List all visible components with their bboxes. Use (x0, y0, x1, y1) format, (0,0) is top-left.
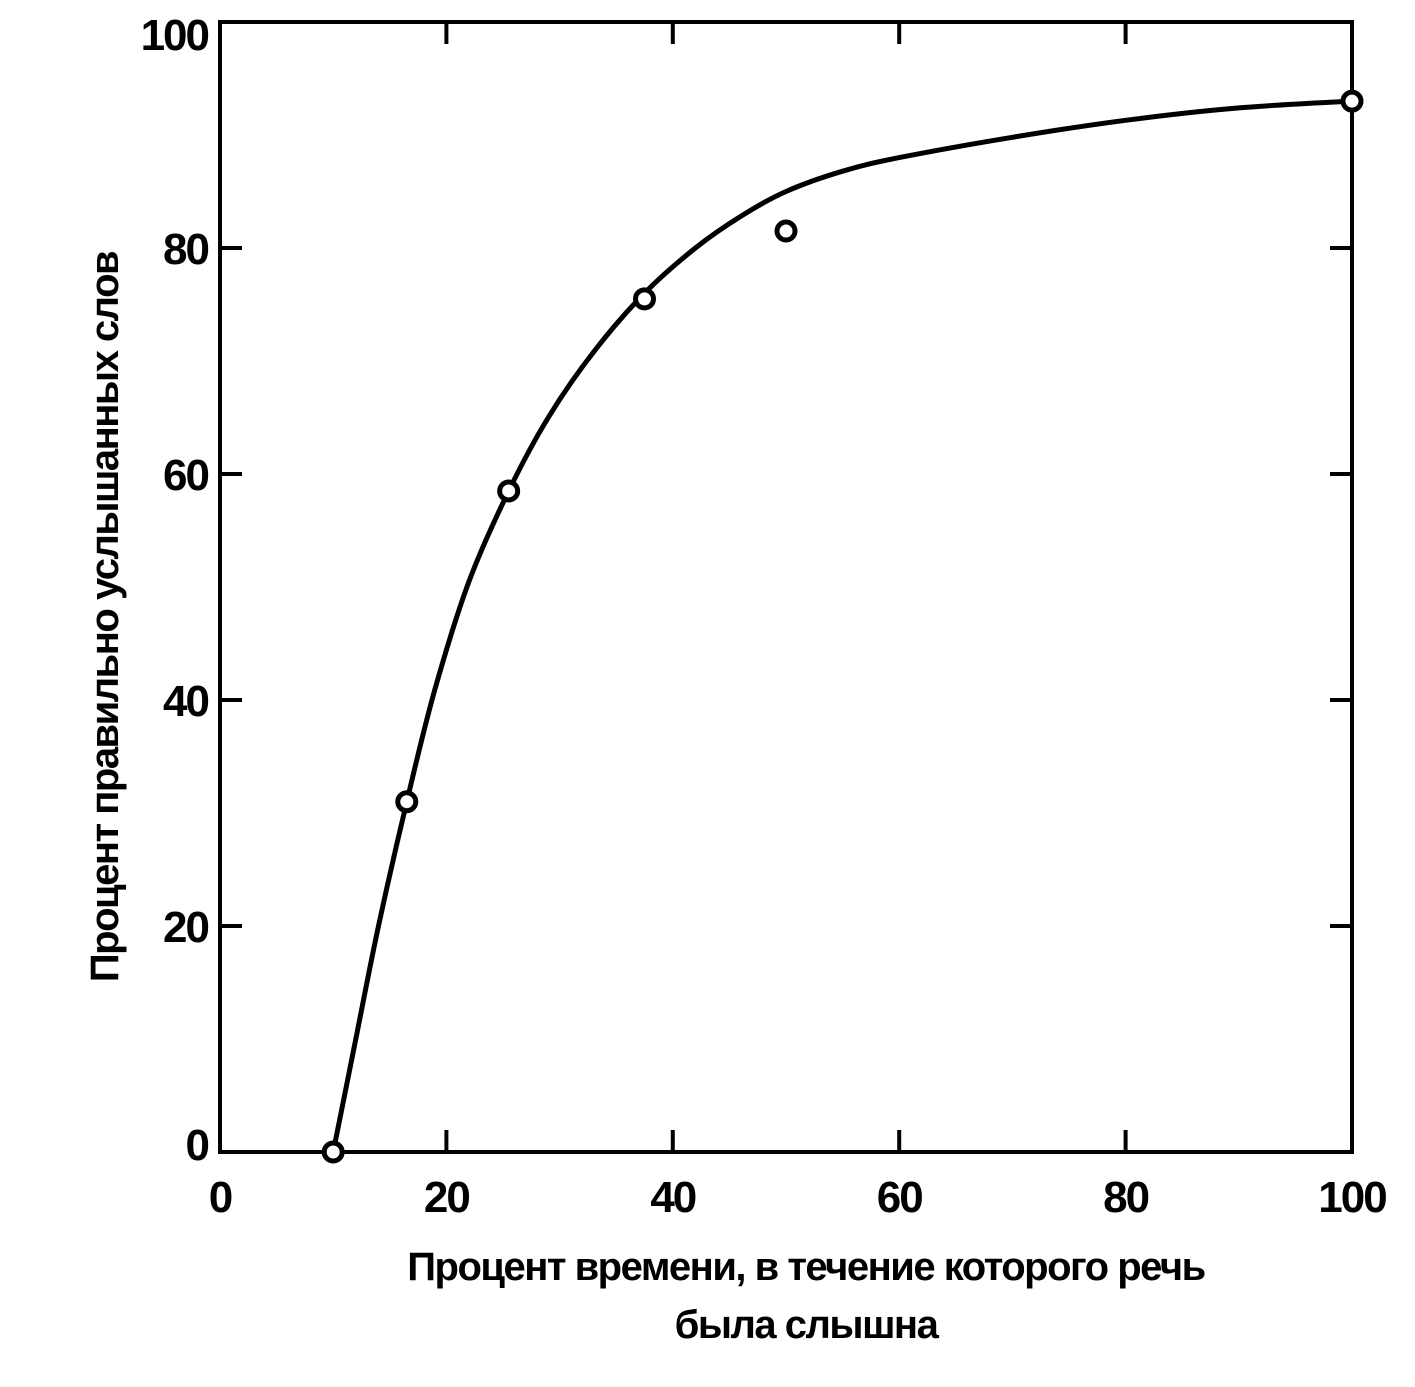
tick-marks (220, 22, 1352, 1152)
fitted-curve (330, 98, 1355, 1155)
x-tick-label: 80 (1103, 1173, 1148, 1222)
axis-titles: Процент времени, в течение которого речь… (83, 251, 1206, 1347)
x-tick-label: 20 (424, 1173, 469, 1222)
x-tick-label: 0 (209, 1173, 232, 1222)
data-layer (321, 89, 1364, 1164)
y-tick-label: 100 (141, 11, 209, 60)
x-axis-title-line-2: была слышна (675, 1303, 940, 1347)
data-point (395, 790, 419, 814)
data-point (497, 479, 521, 503)
data-point (774, 219, 798, 243)
y-tick-label: 40 (163, 677, 208, 726)
x-tick-label: 60 (877, 1173, 922, 1222)
axes: 0 20 40 60 80 100 0 20 40 60 80 100 (141, 11, 1389, 1222)
x-tick-label: 40 (650, 1173, 695, 1222)
y-axis-title: Процент правильно услышанных слов (83, 251, 127, 982)
data-point (1340, 89, 1364, 113)
plot-frame (218, 20, 1354, 1154)
x-tick-labels: 0 20 40 60 80 100 (209, 1173, 1388, 1222)
y-tick-label: 20 (163, 903, 208, 952)
y-tick-label: 0 (186, 1121, 209, 1170)
data-point (321, 1140, 345, 1164)
data-point (633, 287, 656, 311)
y-tick-label: 60 (163, 451, 208, 500)
x-axis-title-line-1: Процент времени, в течение которого речь (407, 1245, 1204, 1289)
data-markers (321, 89, 1364, 1164)
x-tick-label: 100 (1318, 1173, 1386, 1222)
y-tick-labels: 0 20 40 60 80 100 (141, 11, 211, 1170)
y-tick-label: 80 (163, 225, 208, 274)
